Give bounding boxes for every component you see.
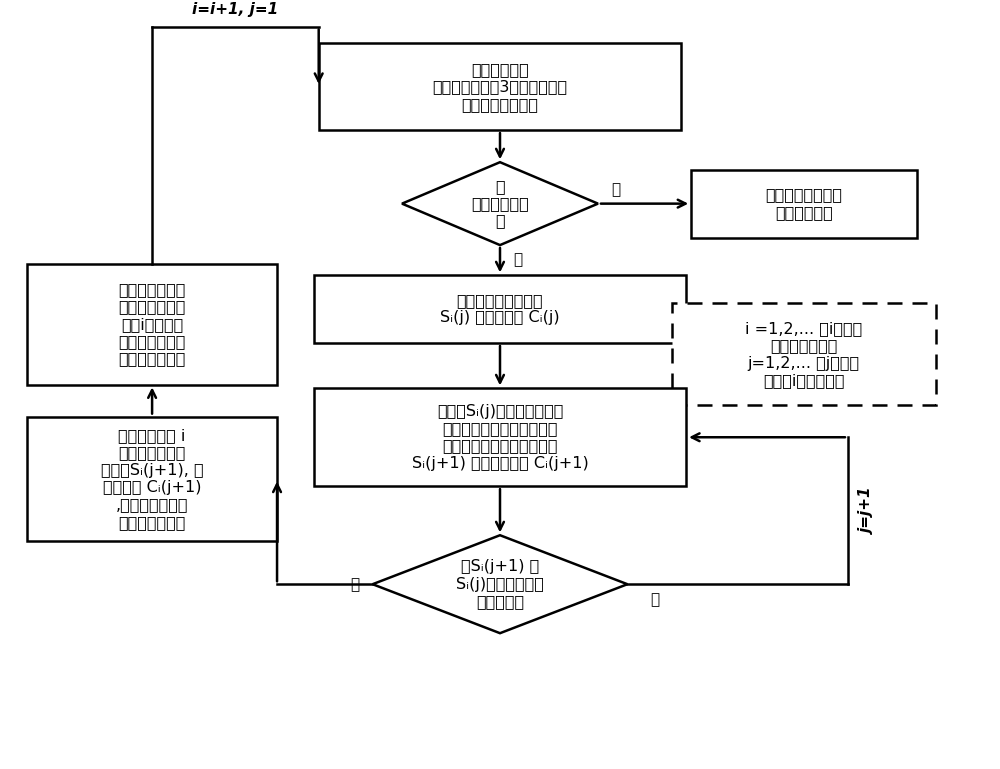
Text: 否: 否: [513, 253, 522, 268]
Polygon shape: [373, 535, 627, 633]
Text: j=j+1: j=j+1: [860, 488, 875, 534]
Bar: [27, 264, 277, 384]
Polygon shape: [402, 162, 598, 245]
Bar: [691, 170, 916, 238]
Text: 将各个探测器探
测到的浓度值减
去第i个污染物
源造成的相应位
置污染物浓度值: 将各个探测器探 测到的浓度值减 去第i个污染物 源造成的相应位 置污染物浓度值: [118, 282, 186, 367]
Text: 是: 是: [611, 182, 620, 198]
Bar: [672, 304, 936, 405]
Text: （终止）所有污染
源已经辨识到: （终止）所有污染 源已经辨识到: [765, 188, 842, 220]
Text: i =1,2,... 第i个被辨
识的污染物源；
j=1,2,... 第j次尝试
辨识第i个污染物源: i =1,2,... 第i个被辨 识的污染物源； j=1,2,... 第j次尝试…: [745, 321, 862, 388]
Text: 从位置Sᵢ(j)出发沿主导风向
找到三个离其最近的探测器
，辨识可能的污染物源位置
Sᵢ(j+1) 及其释放强度 Cᵢ(j+1): 从位置Sᵢ(j)出发沿主导风向 找到三个离其最近的探测器 ，辨识可能的污染物源位…: [412, 404, 588, 471]
Text: 是: 是: [350, 577, 360, 591]
Text: 否: 否: [650, 592, 659, 607]
Bar: [319, 44, 681, 130]
Text: i=i+1, j=1: i=i+1, j=1: [192, 2, 279, 17]
Text: 风速、风向；
污染物探测器（3个）位置和探
测到的污染物浓度: 风速、风向； 污染物探测器（3个）位置和探 测到的污染物浓度: [432, 62, 568, 112]
Text: 离Sᵢ(j+1) 和
Sᵢ(j)最近的探测器
为同一个？: 离Sᵢ(j+1) 和 Sᵢ(j)最近的探测器 为同一个？: [456, 559, 544, 609]
Text: 所
有浓度小于限
值: 所 有浓度小于限 值: [471, 178, 529, 228]
Text: 逆向辨识污染源位置
Sᵢ(j) 和释放强度 Cᵢ(j): 逆向辨识污染源位置 Sᵢ(j) 和释放强度 Cᵢ(j): [440, 293, 560, 325]
Bar: [314, 275, 686, 343]
Text: 确认辨识到第 i
个污染物源，其
位置为Sᵢ(j+1), 释
放强度为 Cᵢ(j+1)
,模拟计算其相应
的污染物浓度场: 确认辨识到第 i 个污染物源，其 位置为Sᵢ(j+1), 释 放强度为 Cᵢ(j…: [101, 428, 203, 530]
Bar: [314, 388, 686, 486]
Bar: [27, 417, 277, 541]
